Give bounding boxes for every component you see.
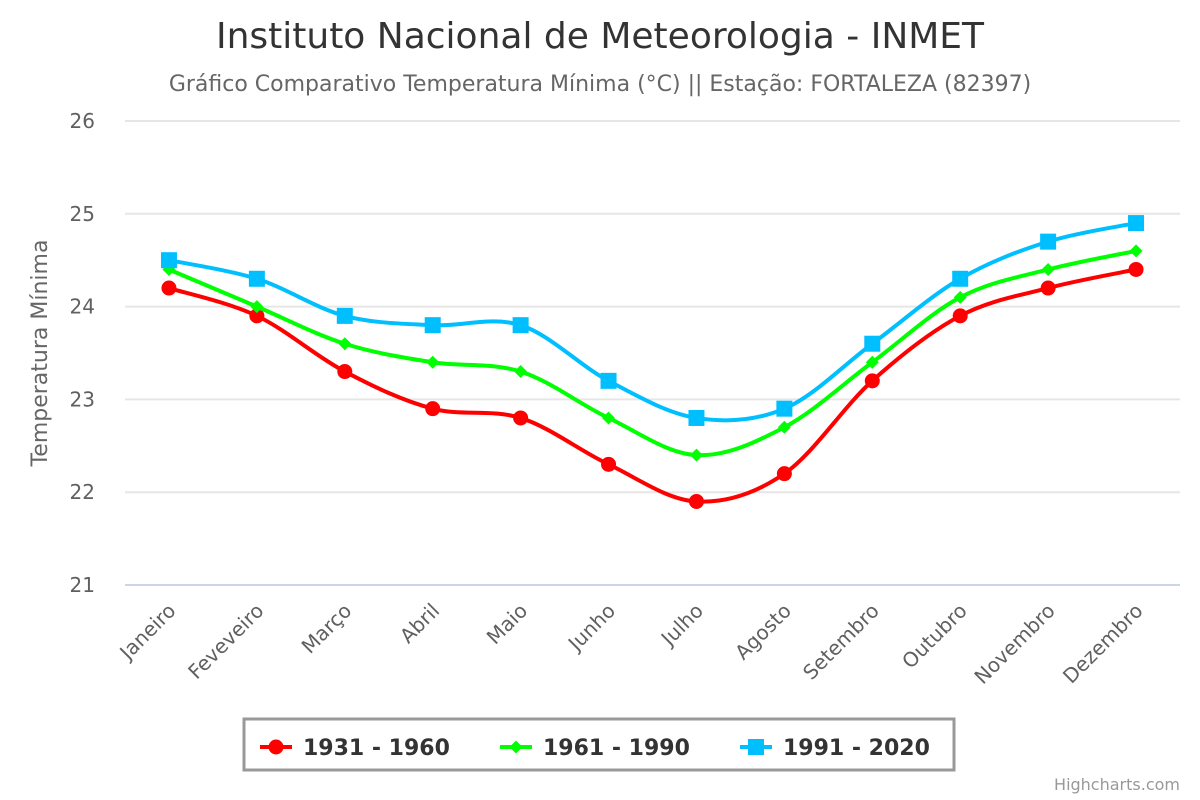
legend-item-2[interactable]: 1961 - 1990 [500, 736, 690, 761]
data-point[interactable] [952, 270, 969, 287]
data-point[interactable] [161, 280, 177, 296]
data-point[interactable] [337, 364, 353, 380]
data-point[interactable] [1041, 262, 1055, 276]
data-point[interactable] [1128, 261, 1144, 277]
data-point[interactable] [425, 401, 441, 417]
legend-item-3[interactable]: 1991 - 2020 [740, 736, 930, 761]
legend-label: 1991 - 2020 [783, 736, 930, 761]
legend-marker [509, 740, 523, 754]
credits-link[interactable]: Highcharts.com [1054, 775, 1180, 794]
data-point[interactable] [338, 337, 352, 351]
data-point[interactable] [249, 308, 265, 324]
data-point[interactable] [864, 373, 880, 389]
data-point[interactable] [513, 410, 529, 426]
data-point[interactable] [776, 466, 792, 482]
data-point[interactable] [952, 308, 968, 324]
data-point[interactable] [250, 300, 264, 314]
y-tick-label: 23 [70, 387, 95, 411]
data-point[interactable] [424, 317, 441, 334]
data-point[interactable] [336, 307, 353, 324]
series-line [166, 221, 1139, 423]
data-point[interactable] [1129, 244, 1143, 258]
y-axis-label: Temperatura Mínima [28, 240, 53, 468]
data-point[interactable] [864, 335, 881, 352]
x-tick-label: Setembro [798, 599, 884, 685]
data-point[interactable] [600, 372, 617, 389]
legend: 1931 - 1960 1961 - 1990 1991 - 2020 [242, 717, 956, 772]
data-point[interactable] [689, 448, 703, 462]
legend-marker [268, 739, 284, 755]
data-point[interactable] [688, 493, 704, 509]
x-tick-label: Julho [655, 599, 708, 652]
y-tick-label: 26 [70, 109, 95, 133]
legend-label: 1961 - 1990 [543, 736, 690, 761]
data-point[interactable] [777, 420, 791, 434]
data-point[interactable] [1128, 215, 1145, 232]
series-group [160, 215, 1145, 509]
legend-box [242, 717, 956, 772]
data-point[interactable] [248, 270, 265, 287]
data-point[interactable] [514, 365, 528, 379]
x-tick-label: Outubro [897, 599, 972, 674]
data-point[interactable] [1040, 233, 1057, 250]
x-tick-label: Abril [395, 599, 444, 648]
y-tick-label: 22 [70, 480, 95, 504]
series-3 [160, 215, 1145, 426]
data-point[interactable] [1040, 280, 1056, 296]
y-tick-label: 21 [70, 573, 95, 597]
y-tick-label: 24 [70, 295, 95, 319]
x-tick-label: Dezembro [1058, 599, 1148, 689]
y-tick-label: 25 [70, 202, 95, 226]
data-point[interactable] [953, 290, 967, 304]
x-tick-label: Junho [562, 599, 620, 657]
chart-subtitle: Gráfico Comparativo Temperatura Mínima (… [169, 72, 1031, 97]
data-point[interactable] [160, 252, 177, 269]
x-tick-label: Janeiro [114, 599, 181, 666]
series-1 [161, 261, 1144, 509]
data-point[interactable] [865, 355, 879, 369]
grid-lines [125, 120, 1180, 586]
data-point[interactable] [602, 411, 616, 425]
x-tick-label: Feveveiro [183, 599, 268, 684]
data-point[interactable] [512, 317, 529, 334]
data-point[interactable] [776, 400, 793, 417]
data-point[interactable] [601, 456, 617, 472]
x-tick-label: Agosto [730, 599, 796, 665]
data-point[interactable] [688, 409, 705, 426]
chart-title: Instituto Nacional de Meteorologia - INM… [216, 16, 985, 57]
x-tick-label: Maio [482, 599, 532, 649]
legend-item-1[interactable]: 1931 - 1960 [260, 736, 450, 761]
x-tick-label: Março [297, 599, 357, 659]
x-tick-label: Novembro [969, 599, 1059, 689]
legend-marker [748, 739, 764, 755]
series-2 [162, 244, 1143, 462]
y-axis-ticks: 21 22 23 24 25 26 [70, 109, 95, 597]
data-point[interactable] [426, 355, 440, 369]
legend-label: 1931 - 1960 [303, 736, 450, 761]
x-axis-ticks: Janeiro Feveveiro Março Abril Maio Junho Julho… [114, 599, 1148, 689]
